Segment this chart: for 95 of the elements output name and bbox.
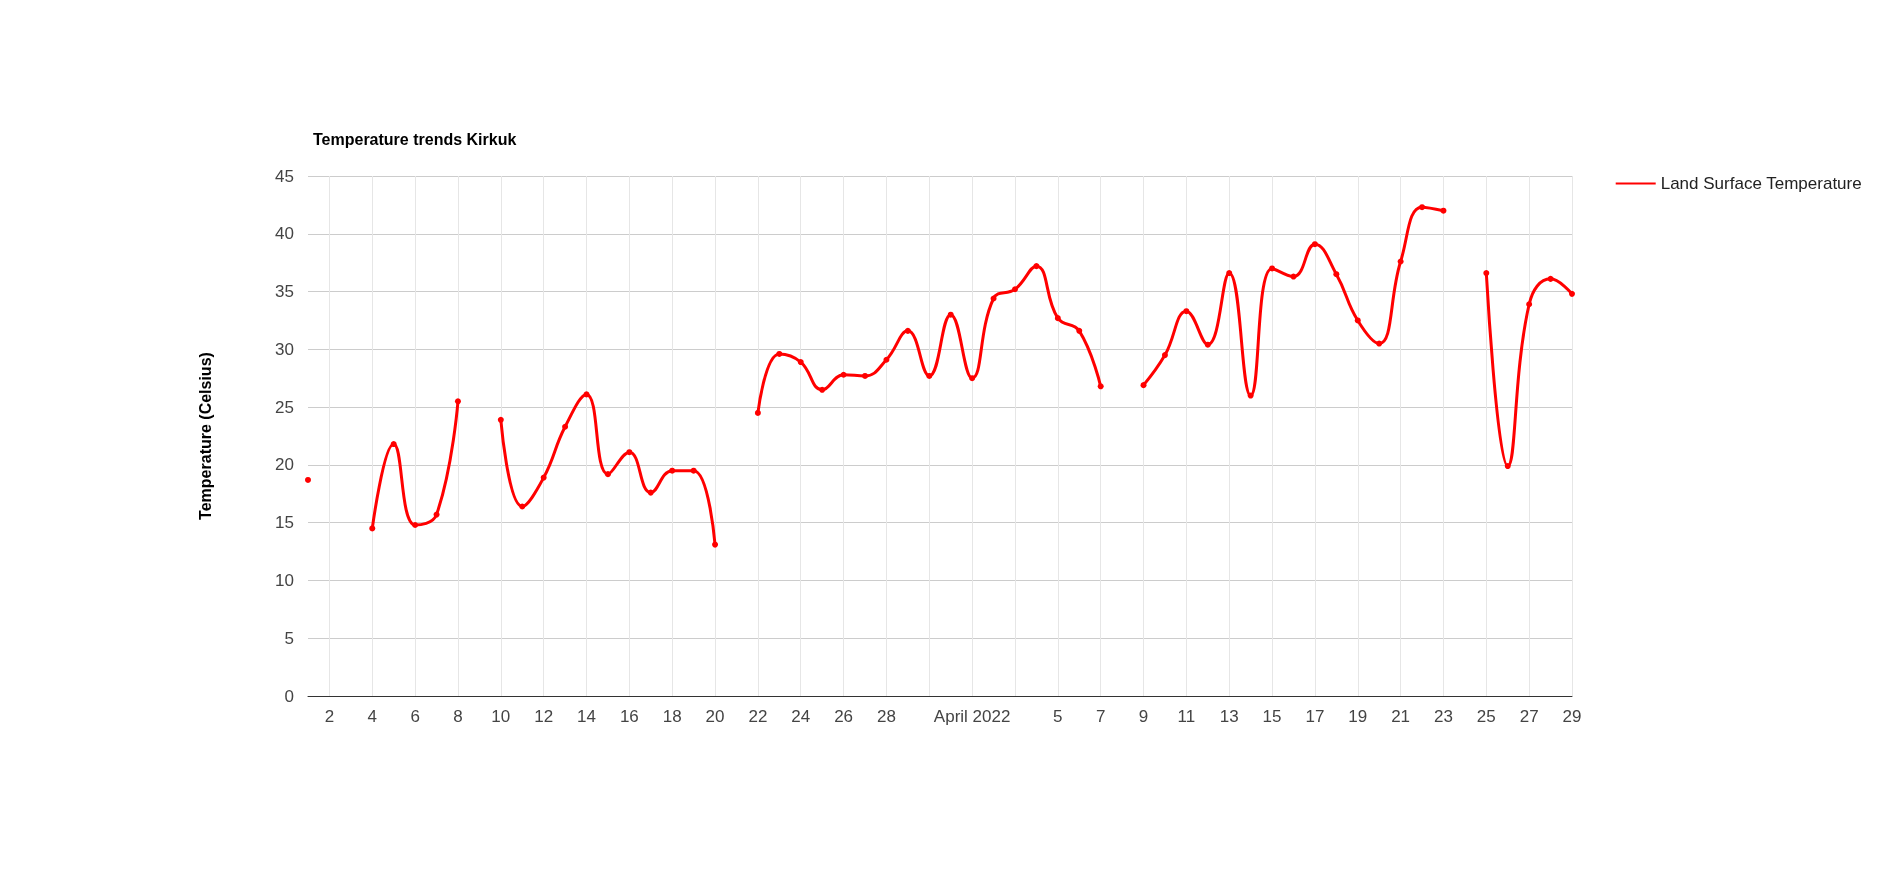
- x-tick-label: 13: [1219, 707, 1239, 726]
- point: [1333, 271, 1340, 278]
- x-tick-label: 2: [324, 707, 335, 726]
- point: [519, 503, 526, 510]
- point: [797, 359, 804, 366]
- point: [690, 467, 697, 474]
- x-tick-label: 15: [1262, 707, 1282, 726]
- point: [626, 449, 633, 456]
- x-tick-label: 24: [791, 707, 811, 726]
- x-tick-label: 11: [1177, 707, 1196, 726]
- point: [369, 525, 376, 532]
- x-tick-label: 4: [367, 707, 378, 726]
- point: [540, 474, 547, 481]
- x-tick-label: 29: [1562, 707, 1582, 726]
- x-tick-label: 25: [1476, 707, 1496, 726]
- x-tick-label: 27: [1519, 707, 1539, 726]
- point: [497, 416, 504, 423]
- point: [926, 372, 933, 379]
- point: [562, 423, 569, 430]
- point: [669, 467, 676, 474]
- point: [1161, 352, 1168, 359]
- point: [1526, 301, 1533, 308]
- x-tick-label: April 2022: [933, 707, 1011, 726]
- point: [1440, 207, 1447, 214]
- x-tick-label: 7: [1095, 707, 1106, 726]
- point: [947, 311, 954, 318]
- point: [647, 489, 654, 496]
- point: [1033, 263, 1040, 270]
- x-tick-label: 16: [619, 707, 639, 726]
- y-axis-title: Temperature (Celsius): [196, 352, 214, 520]
- point: [583, 391, 590, 398]
- point: [1183, 308, 1190, 315]
- point: [1569, 290, 1575, 297]
- point: [712, 541, 719, 548]
- point: [412, 521, 419, 528]
- point: [1311, 241, 1318, 248]
- y-tick-label: 20: [275, 455, 294, 475]
- point: [1140, 382, 1147, 389]
- y-tick-label: 10: [275, 570, 294, 590]
- y-tick-label: 5: [284, 628, 294, 648]
- point: [433, 511, 440, 518]
- chart-title: Temperature trends Kirkuk: [313, 130, 517, 148]
- y-tick-label: 35: [275, 282, 294, 302]
- point: [1397, 258, 1404, 265]
- point: [776, 350, 783, 357]
- x-tick-label: 17: [1305, 707, 1325, 726]
- point: [969, 375, 976, 382]
- x-tick-label: 21: [1391, 707, 1411, 726]
- x-tick-label: 8: [453, 707, 463, 726]
- y-tick-label: 0: [284, 686, 294, 706]
- point: [1204, 341, 1211, 348]
- x-tick-label: 26: [834, 707, 854, 726]
- legend-label: Land Surface Temperature: [1660, 174, 1862, 193]
- x-tick-label: 23: [1434, 707, 1453, 726]
- point: [1226, 270, 1233, 277]
- point: [1011, 286, 1018, 293]
- point: [990, 295, 997, 302]
- point: [454, 398, 461, 405]
- point: [1483, 270, 1490, 277]
- x-tick-label: 19: [1348, 707, 1368, 726]
- point: [1054, 315, 1061, 322]
- point: [1547, 275, 1554, 282]
- point: [1419, 204, 1426, 211]
- x-tick-label: 22: [748, 707, 768, 726]
- point: [1247, 392, 1254, 399]
- x-tick-label: 9: [1138, 707, 1149, 726]
- point: [904, 327, 911, 334]
- x-tick-label: 28: [876, 707, 896, 726]
- point: [1376, 340, 1383, 347]
- point: [862, 372, 869, 379]
- x-tick-label: 18: [662, 707, 682, 726]
- x-tick-label: 12: [534, 707, 554, 726]
- point: [883, 356, 890, 363]
- point: [1290, 273, 1297, 280]
- y-tick-label: 25: [275, 397, 294, 417]
- y-tick-label: 30: [275, 339, 294, 359]
- point: [305, 476, 311, 483]
- x-tick-label: 10: [491, 707, 511, 726]
- x-tick-label: 5: [1053, 707, 1063, 726]
- y-tick-label: 45: [275, 166, 294, 186]
- x-tick-label: 20: [705, 707, 725, 726]
- point: [840, 371, 847, 378]
- point: [1076, 327, 1083, 334]
- point: [1269, 265, 1276, 272]
- y-tick-label: 40: [275, 224, 294, 244]
- point: [1504, 463, 1511, 470]
- x-tick-label: 6: [410, 707, 420, 726]
- point: [1354, 317, 1361, 324]
- point: [819, 386, 826, 393]
- point: [1097, 383, 1104, 390]
- point: [604, 471, 611, 478]
- point: [754, 409, 761, 416]
- y-tick-label: 15: [275, 513, 294, 533]
- point: [390, 441, 397, 448]
- x-tick-label: 14: [577, 707, 596, 726]
